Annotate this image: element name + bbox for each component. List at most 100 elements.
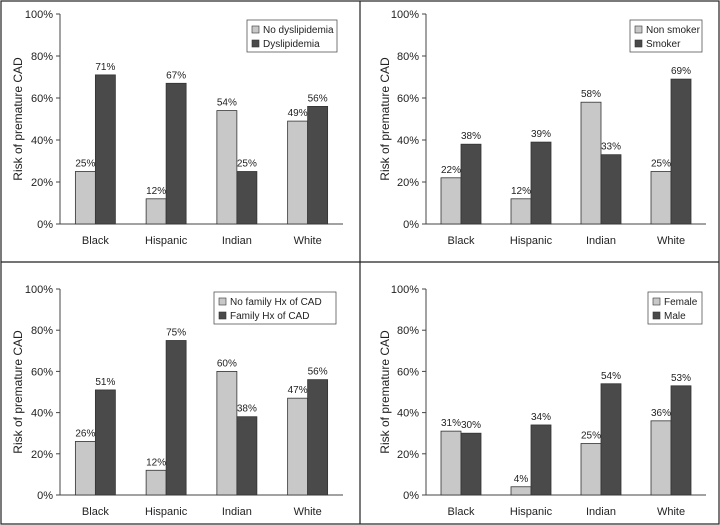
data-label: 58%: [581, 89, 601, 100]
data-label: 12%: [146, 457, 166, 468]
data-label: 38%: [461, 131, 481, 142]
legend-swatch: [634, 25, 643, 34]
category-label: White: [294, 506, 322, 518]
y-tick-label: 60%: [397, 366, 419, 378]
bar: [74, 171, 96, 225]
category-label: Indian: [222, 235, 252, 247]
data-label: 4%: [514, 474, 529, 485]
data-label: 54%: [217, 98, 237, 109]
legend-box: [246, 19, 338, 53]
bar: [307, 379, 329, 496]
category-label: Indian: [586, 235, 616, 247]
bar: [74, 441, 96, 496]
bar: [530, 424, 552, 496]
y-tick-label: 100%: [25, 9, 53, 21]
y-tick-label: 80%: [31, 51, 53, 63]
y-tick-label: 0%: [403, 490, 419, 502]
category-label: Hispanic: [510, 506, 553, 518]
bar: [287, 397, 309, 496]
bar: [216, 370, 238, 496]
y-tick-label: 80%: [31, 325, 53, 337]
y-tick-label: 20%: [397, 449, 419, 461]
legend: No dyslipidemia Dyslipidemia: [246, 19, 338, 53]
data-label: 31%: [441, 418, 461, 429]
bar: [670, 78, 692, 225]
legend: No family Hx of CAD Family Hx of CAD: [213, 291, 337, 325]
y-tick-label: 40%: [397, 408, 419, 420]
category-label: White: [657, 506, 685, 518]
category-label: Black: [448, 506, 475, 518]
y-tick-label: 0%: [37, 219, 53, 231]
category-label: Hispanic: [145, 235, 188, 247]
data-label: 25%: [651, 159, 671, 170]
data-label: 36%: [651, 408, 671, 419]
category-label: Black: [82, 235, 109, 247]
data-label: 25%: [581, 431, 601, 442]
bar: [460, 432, 482, 496]
data-label: 75%: [166, 328, 186, 339]
category-label: Indian: [222, 506, 252, 518]
category-label: White: [657, 235, 685, 247]
y-tick-label: 60%: [31, 93, 53, 105]
data-label: 49%: [288, 108, 308, 119]
data-label: 71%: [95, 62, 115, 73]
y-tick-label: 0%: [37, 490, 53, 502]
legend-swatch: [251, 39, 260, 48]
legend-swatch: [652, 311, 661, 320]
y-tick-label: 20%: [31, 177, 53, 189]
data-label: 12%: [146, 186, 166, 197]
bar: [94, 74, 116, 225]
data-label: 25%: [237, 159, 257, 170]
data-label: 51%: [95, 377, 115, 388]
category-label: Hispanic: [145, 506, 188, 518]
chart-panel-3: 0% 20% 40% 60% 80% 100% Risk of premature CAD 2…: [11, 284, 343, 518]
legend-label: Non smoker: [646, 25, 701, 36]
data-label: 56%: [308, 367, 328, 378]
legend-swatch: [218, 297, 227, 306]
y-tick-label: 60%: [397, 93, 419, 105]
chart-panel-2: 0% 20% 40% 60% 80% 100% Risk of premature CAD 2…: [378, 9, 706, 247]
bar: [145, 198, 167, 225]
y-tick-label: 40%: [397, 135, 419, 147]
bar: [580, 101, 602, 225]
bar: [165, 82, 187, 225]
bar: [236, 416, 258, 496]
data-label: 12%: [511, 186, 531, 197]
legend-box: [213, 291, 337, 325]
y-tick-label: 100%: [391, 9, 419, 21]
bar: [440, 177, 462, 225]
category-label: Black: [448, 235, 475, 247]
category-label: Hispanic: [510, 235, 553, 247]
legend-swatch: [652, 297, 661, 306]
legend-label: Male: [664, 311, 686, 322]
y-axis-title: Risk of premature CAD: [11, 57, 25, 181]
legend: Female Male: [647, 291, 703, 325]
y-tick-label: 0%: [403, 219, 419, 231]
data-label: 25%: [75, 159, 95, 170]
data-label: 26%: [75, 428, 95, 439]
legend-swatch: [251, 25, 260, 34]
y-tick-label: 100%: [391, 284, 419, 296]
bar: [670, 385, 692, 496]
y-tick-label: 40%: [31, 408, 53, 420]
bar: [216, 110, 238, 225]
legend-label: Dyslipidemia: [263, 39, 320, 50]
bar: [510, 198, 532, 225]
data-label: 39%: [531, 129, 551, 140]
data-label: 34%: [531, 412, 551, 423]
legend-label: Family Hx of CAD: [230, 311, 309, 322]
data-label: 30%: [461, 420, 481, 431]
legend-label: No dyslipidemia: [263, 25, 334, 36]
chart-panel-4: 0% 20% 40% 60% 80% 100% Risk of premature CAD 3…: [378, 284, 706, 518]
bar: [94, 389, 116, 496]
y-tick-label: 40%: [31, 135, 53, 147]
y-axis-title: Risk of premature CAD: [378, 57, 392, 181]
bar: [165, 340, 187, 496]
data-label: 33%: [601, 142, 621, 153]
y-tick-label: 20%: [31, 449, 53, 461]
bar: [600, 383, 622, 496]
bar: [236, 171, 258, 225]
y-axis-title: Risk of premature CAD: [11, 330, 25, 454]
y-tick-label: 100%: [25, 284, 53, 296]
